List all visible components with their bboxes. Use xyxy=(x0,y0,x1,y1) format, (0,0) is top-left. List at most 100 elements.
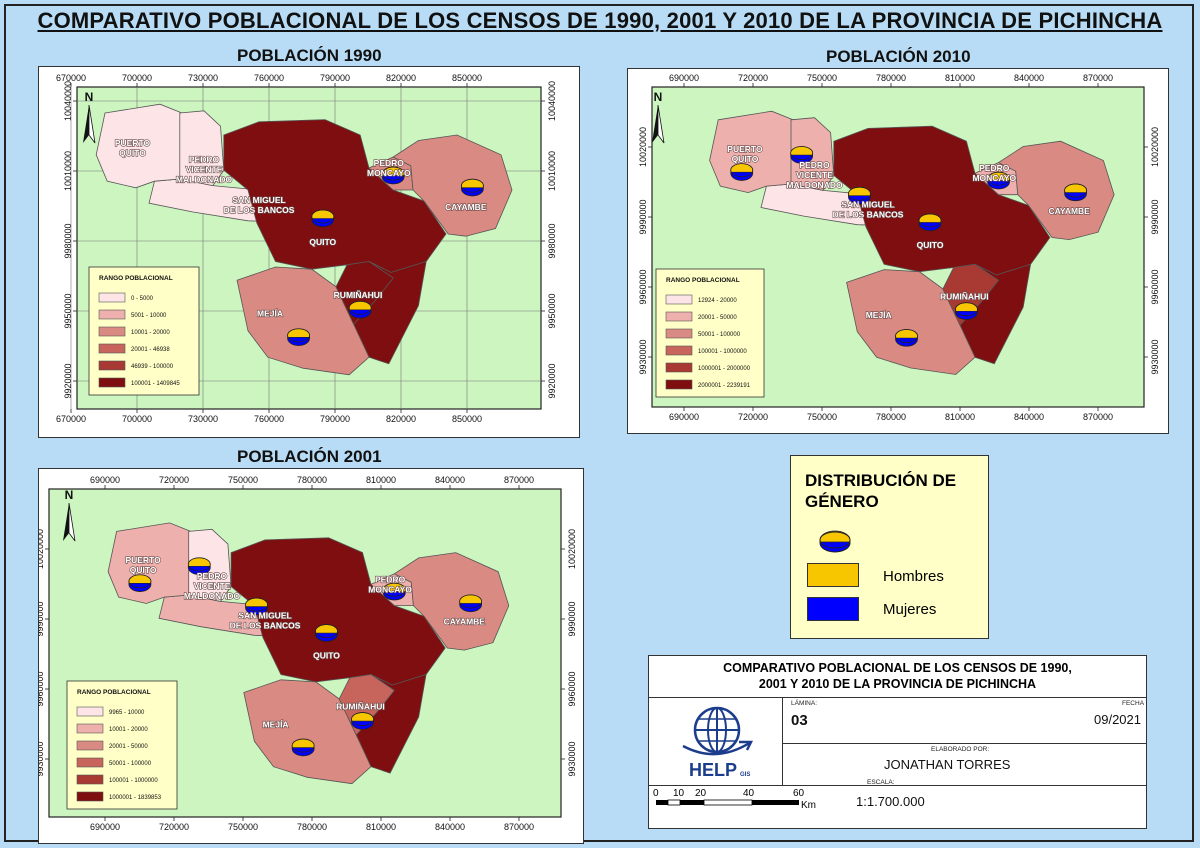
map-2001[interactable]: 690000 690000 720000 720000 750000 750000 7800… xyxy=(38,468,584,844)
x-tick-label-bottom: 730000 xyxy=(188,414,218,424)
gender-pie-quito xyxy=(311,209,335,228)
legend-label: 20001 - 50000 xyxy=(109,744,148,750)
legend-label: 100001 - 1000000 xyxy=(698,349,747,355)
x-tick-label-top: 810000 xyxy=(945,73,975,83)
map-1990[interactable]: 670000 670000 700000 700000 730000 730000 7600… xyxy=(38,66,580,438)
legend-label: 10001 - 20000 xyxy=(109,727,148,733)
y-tick-label-left: 9950000 xyxy=(63,293,73,328)
legend-label: 100001 - 1000000 xyxy=(109,778,158,784)
legend-label: 46939 - 100000 xyxy=(131,364,174,370)
gender-legend: DISTRIBUCIÓN DE GÉNERO Hombres Mujeres xyxy=(790,455,989,639)
canton-label: DE LOS BANCOS xyxy=(224,205,295,215)
x-tick-label-bottom: 780000 xyxy=(876,412,906,422)
north-label: N xyxy=(654,90,663,104)
canton-label: MEJÍA xyxy=(866,310,892,320)
legend-label: 12924 - 20000 xyxy=(698,298,737,304)
legend-swatch xyxy=(665,379,693,390)
help-gis-logo: HELP GIS xyxy=(682,706,754,780)
x-tick-label-bottom: 810000 xyxy=(945,412,975,422)
gender-pie-mejia xyxy=(291,738,315,757)
x-tick-label-bottom: 810000 xyxy=(366,822,396,832)
y-tick-label-right: 9990000 xyxy=(567,601,577,636)
y-tick-label-right: 9960000 xyxy=(1150,269,1160,304)
legend-swatch xyxy=(76,740,104,751)
canton-label: VICENTE xyxy=(194,581,231,591)
north-arrow-icon: N xyxy=(652,90,665,144)
x-tick-label-bottom: 850000 xyxy=(452,414,482,424)
x-tick-label-top: 730000 xyxy=(188,73,218,83)
y-tick-label-right: 9950000 xyxy=(547,293,557,328)
x-tick-label-top: 850000 xyxy=(452,73,482,83)
x-tick-label-top: 840000 xyxy=(435,475,465,485)
fecha-label: FECHA xyxy=(1122,700,1145,707)
x-tick-label-bottom: 720000 xyxy=(738,412,768,422)
x-tick-label-bottom: 790000 xyxy=(320,414,350,424)
title-block: COMPARATIVO POBLACIONAL DE LOS CENSOS DE… xyxy=(648,655,1147,829)
scale-tick-label: 40 xyxy=(743,788,755,799)
legend-swatch xyxy=(665,294,693,305)
canton-label: PUERTO xyxy=(115,138,151,148)
y-tick-label-right: 10020000 xyxy=(1150,127,1160,167)
canton-label: QUITO xyxy=(119,148,146,158)
canton-label: CAYAMBE xyxy=(444,617,486,627)
legend-title: RANGO POBLACIONAL xyxy=(666,277,740,284)
legend-swatch xyxy=(98,343,126,354)
x-tick-label-top: 780000 xyxy=(876,73,906,83)
legend-title: RANGO POBLACIONAL xyxy=(77,689,151,696)
y-tick-label-left: 10040000 xyxy=(63,81,73,121)
x-tick-label-top: 870000 xyxy=(1083,73,1113,83)
map-1990-title: POBLACIÓN 1990 xyxy=(237,46,382,65)
scale-tick-label: 20 xyxy=(695,788,707,799)
y-tick-label-right: 9960000 xyxy=(567,671,577,706)
lamina-value: 03 xyxy=(791,712,808,729)
legend-swatch xyxy=(98,309,126,320)
canton-label: QUITO xyxy=(313,651,340,661)
page-frame xyxy=(4,4,1194,842)
y-tick-label-left: 10020000 xyxy=(638,127,648,167)
gender-pie-cayambe xyxy=(460,178,484,197)
x-tick-label-top: 780000 xyxy=(297,475,327,485)
legend-label: 2000001 - 2239191 xyxy=(698,383,751,389)
x-tick-label-bottom: 690000 xyxy=(90,822,120,832)
x-tick-label-bottom: 820000 xyxy=(386,414,416,424)
legend-swatch xyxy=(98,292,126,303)
scale-tick-label: 10 xyxy=(673,788,685,799)
canton-label: MONCAYO xyxy=(972,173,1016,183)
canton-label: PEDRO xyxy=(799,160,830,170)
x-tick-label-top: 750000 xyxy=(807,73,837,83)
canton-label: SAN MIGUEL xyxy=(232,195,285,205)
legend-swatch xyxy=(76,723,104,734)
main-title: COMPARATIVO POBLACIONAL DE LOS CENSOS DE… xyxy=(37,8,1163,33)
elaborado-label: ELABORADO POR: xyxy=(931,746,990,753)
x-tick-label-top: 670000 xyxy=(56,73,86,83)
canton-cayambe xyxy=(392,134,513,237)
canton-label: QUITO xyxy=(309,237,336,247)
canton-label: PUERTO xyxy=(125,555,161,565)
canton-label: PUERTO xyxy=(727,144,763,154)
gender-pie-ruminahui xyxy=(955,302,978,320)
elaborado-value: JONATHAN TORRES xyxy=(884,757,1011,772)
legend-swatch xyxy=(665,311,693,322)
y-tick-label-right: 9980000 xyxy=(547,223,557,258)
x-tick-label-bottom: 840000 xyxy=(435,822,465,832)
gender-pie-puerto-quito xyxy=(128,574,152,592)
legend-title: RANGO POBLACIONAL xyxy=(99,275,173,282)
y-tick-label-left: 9930000 xyxy=(39,741,45,776)
legend-label: 10001 - 20000 xyxy=(131,330,170,336)
canton-label: MONCAYO xyxy=(367,168,411,178)
title-block-line1: COMPARATIVO POBLACIONAL DE LOS CENSOS DE… xyxy=(723,661,1072,675)
map-2010[interactable]: 690000 690000 720000 720000 750000 750000 7800… xyxy=(627,68,1169,434)
logo-text: HELP xyxy=(689,760,737,780)
gender-pie-smb xyxy=(848,186,871,205)
legend-label: 50001 - 100000 xyxy=(109,761,152,767)
x-tick-label-top: 720000 xyxy=(159,475,189,485)
legend-label: 1000001 - 1839853 xyxy=(109,795,162,801)
x-tick-label-top: 700000 xyxy=(122,73,152,83)
canton-label: PEDRO xyxy=(374,158,405,168)
y-tick-label-right: 10010000 xyxy=(547,151,557,191)
gender-pie-pvm xyxy=(790,146,814,164)
legend-label: 0 - 5000 xyxy=(131,296,154,302)
legend-label: 5001 - 10000 xyxy=(131,313,167,319)
legend-label: 20001 - 50000 xyxy=(698,315,737,321)
legend-swatch xyxy=(98,360,126,371)
